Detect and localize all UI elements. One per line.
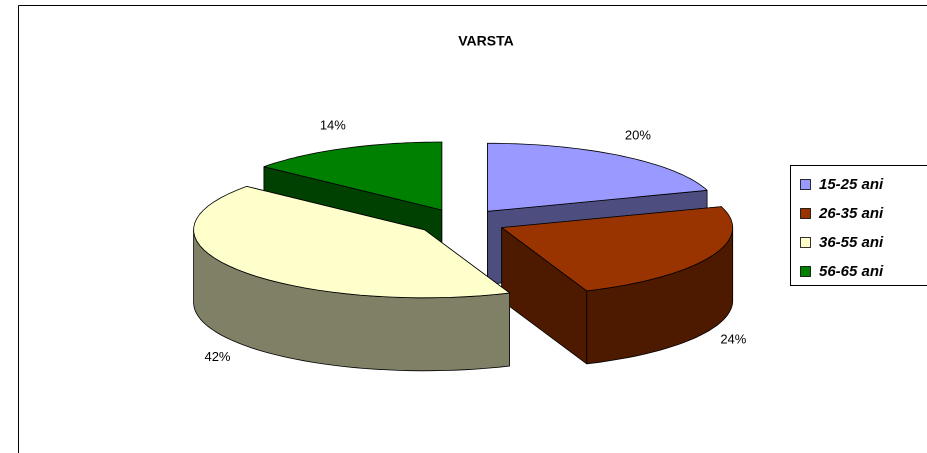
- data-label: 14%: [320, 117, 346, 132]
- legend-label: 26-35 ani: [818, 205, 884, 222]
- legend-swatch: [800, 237, 811, 248]
- slice: [487, 142, 708, 212]
- chart-title: VARSTA: [458, 33, 513, 49]
- legend-label: 15-25 ani: [819, 176, 884, 193]
- data-label: 20%: [625, 127, 651, 142]
- data-label: 42%: [204, 349, 230, 364]
- slice: [193, 185, 511, 299]
- legend: 15-25 ani 26-35 ani 36-55 ani 56-65 ani: [800, 176, 884, 280]
- legend-box: [790, 165, 927, 286]
- data-label: 24%: [720, 332, 746, 347]
- pie: 14% 20% 24% 42%: [193, 117, 747, 372]
- slice: [263, 141, 443, 211]
- legend-swatch: [800, 208, 811, 219]
- legend-label: 36-55 ani: [819, 234, 884, 251]
- legend-swatch: [800, 179, 811, 190]
- slice: [501, 206, 734, 292]
- legend-label: 56-65 ani: [819, 263, 884, 280]
- legend-swatch: [800, 266, 811, 277]
